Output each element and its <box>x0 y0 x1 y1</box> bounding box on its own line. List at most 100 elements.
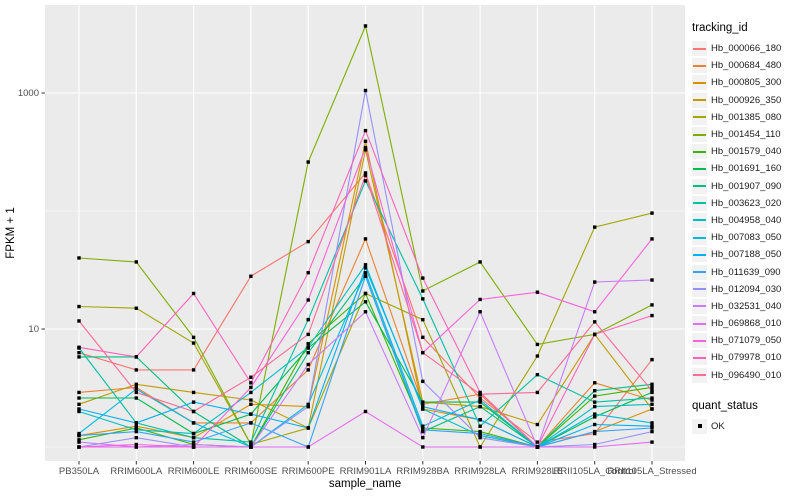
legend-key-swatch <box>692 161 707 177</box>
legend-item-Hb_000066_180: Hb_000066_180 <box>692 40 798 57</box>
data-point <box>134 445 138 449</box>
legend-item-Hb_001691_160: Hb_001691_160 <box>692 160 798 177</box>
legend-title-quant-status: quant_status <box>692 399 758 412</box>
legend-key-swatch <box>692 144 707 160</box>
x-tick-label: RRIM600LE <box>168 466 220 477</box>
data-point <box>191 368 196 372</box>
data-point <box>77 350 81 355</box>
data-point <box>249 385 253 390</box>
legend-line-icon <box>693 116 706 119</box>
x-tick-label: RRIM928BA <box>396 466 449 477</box>
data-point <box>535 342 540 347</box>
legend-label: Hb_001691_160 <box>711 163 782 175</box>
legend-item-Hb_001907_090: Hb_001907_090 <box>692 178 798 195</box>
data-point <box>650 313 654 318</box>
data-point <box>363 270 368 275</box>
data-point <box>306 445 310 449</box>
legend-line-icon <box>693 271 706 274</box>
data-point <box>77 407 81 411</box>
legend-label: Hb_071079_050 <box>711 335 782 347</box>
data-point <box>535 290 540 294</box>
ok-marker-key <box>692 418 707 434</box>
data-point <box>650 429 654 434</box>
legend-label: Hb_001385_080 <box>711 111 782 123</box>
data-point <box>363 179 368 183</box>
data-point <box>478 404 482 409</box>
x-tick-label: RRIM928LE <box>512 466 564 477</box>
legend-label: Hb_001454_110 <box>711 129 781 141</box>
data-point <box>191 440 196 444</box>
legend-key-swatch <box>692 333 707 349</box>
data-point <box>77 431 81 436</box>
legend-line-icon <box>693 64 706 67</box>
x-tick-label: RRII105LA_Stressed <box>607 466 696 477</box>
legend-item-Hb_007188_050: Hb_007188_050 <box>692 246 798 263</box>
data-point <box>593 431 597 436</box>
data-point <box>77 304 81 309</box>
data-point <box>535 354 540 358</box>
legend-key-swatch <box>692 127 707 143</box>
data-point <box>478 297 482 302</box>
legend-label: Hb_001907_090 <box>711 180 782 192</box>
data-point <box>650 426 654 430</box>
data-point <box>593 429 597 434</box>
data-point <box>421 379 425 384</box>
legend-line-icon <box>693 236 706 239</box>
data-point <box>421 404 425 409</box>
legend-line-icon <box>693 253 706 256</box>
data-point <box>593 400 597 404</box>
legend-key-swatch <box>692 367 707 383</box>
data-point <box>593 445 597 449</box>
legend-line-icon <box>693 305 706 308</box>
data-point <box>421 428 425 432</box>
data-point <box>478 390 482 395</box>
legend-label: Hb_032531_040 <box>711 300 782 312</box>
data-point <box>191 445 196 449</box>
data-point <box>249 445 253 449</box>
data-point <box>134 306 138 310</box>
legend-label: Hb_012094_030 <box>711 283 782 295</box>
legend-key-swatch <box>692 298 707 314</box>
black-square-marker-icon <box>697 424 702 429</box>
data-point <box>478 431 482 436</box>
data-point <box>249 375 253 379</box>
legend-line-icon <box>693 202 706 205</box>
data-point <box>191 431 196 436</box>
data-point <box>363 291 368 296</box>
data-point <box>650 390 654 395</box>
legend-key-swatch <box>692 92 707 108</box>
data-point <box>363 24 368 28</box>
data-point <box>363 139 368 143</box>
data-point <box>650 385 654 390</box>
data-point <box>650 424 654 428</box>
legend: tracking_id Hb_000066_180 Hb_000684_480 Hb… <box>692 22 798 435</box>
data-point <box>478 396 482 400</box>
legend-title-tracking-id: tracking_id <box>692 22 748 34</box>
data-point <box>535 390 540 395</box>
legend-line-icon <box>693 322 706 325</box>
x-tick-label: RRIM600SE <box>224 466 277 477</box>
legend-key-swatch <box>692 109 707 125</box>
data-point <box>306 426 310 430</box>
legend-label: Hb_000805_300 <box>711 77 782 89</box>
data-point <box>593 404 597 409</box>
legend-item-Hb_000684_480: Hb_000684_480 <box>692 57 798 74</box>
data-point <box>306 342 310 346</box>
data-point <box>77 355 81 359</box>
data-point <box>650 396 654 400</box>
data-point <box>77 438 81 442</box>
legend-key-swatch <box>692 281 707 297</box>
legend-label-ok: OK <box>711 420 725 432</box>
legend-line-icon <box>693 288 706 291</box>
legend-line-icon <box>693 99 706 102</box>
data-point <box>421 350 425 355</box>
data-point <box>134 435 138 440</box>
data-point <box>249 402 253 407</box>
data-point <box>650 278 654 282</box>
legend-key-swatch <box>692 178 707 194</box>
data-point <box>593 415 597 419</box>
data-point <box>191 409 196 414</box>
legend-key-swatch <box>692 195 707 211</box>
data-point <box>134 396 138 400</box>
data-point <box>306 362 310 367</box>
